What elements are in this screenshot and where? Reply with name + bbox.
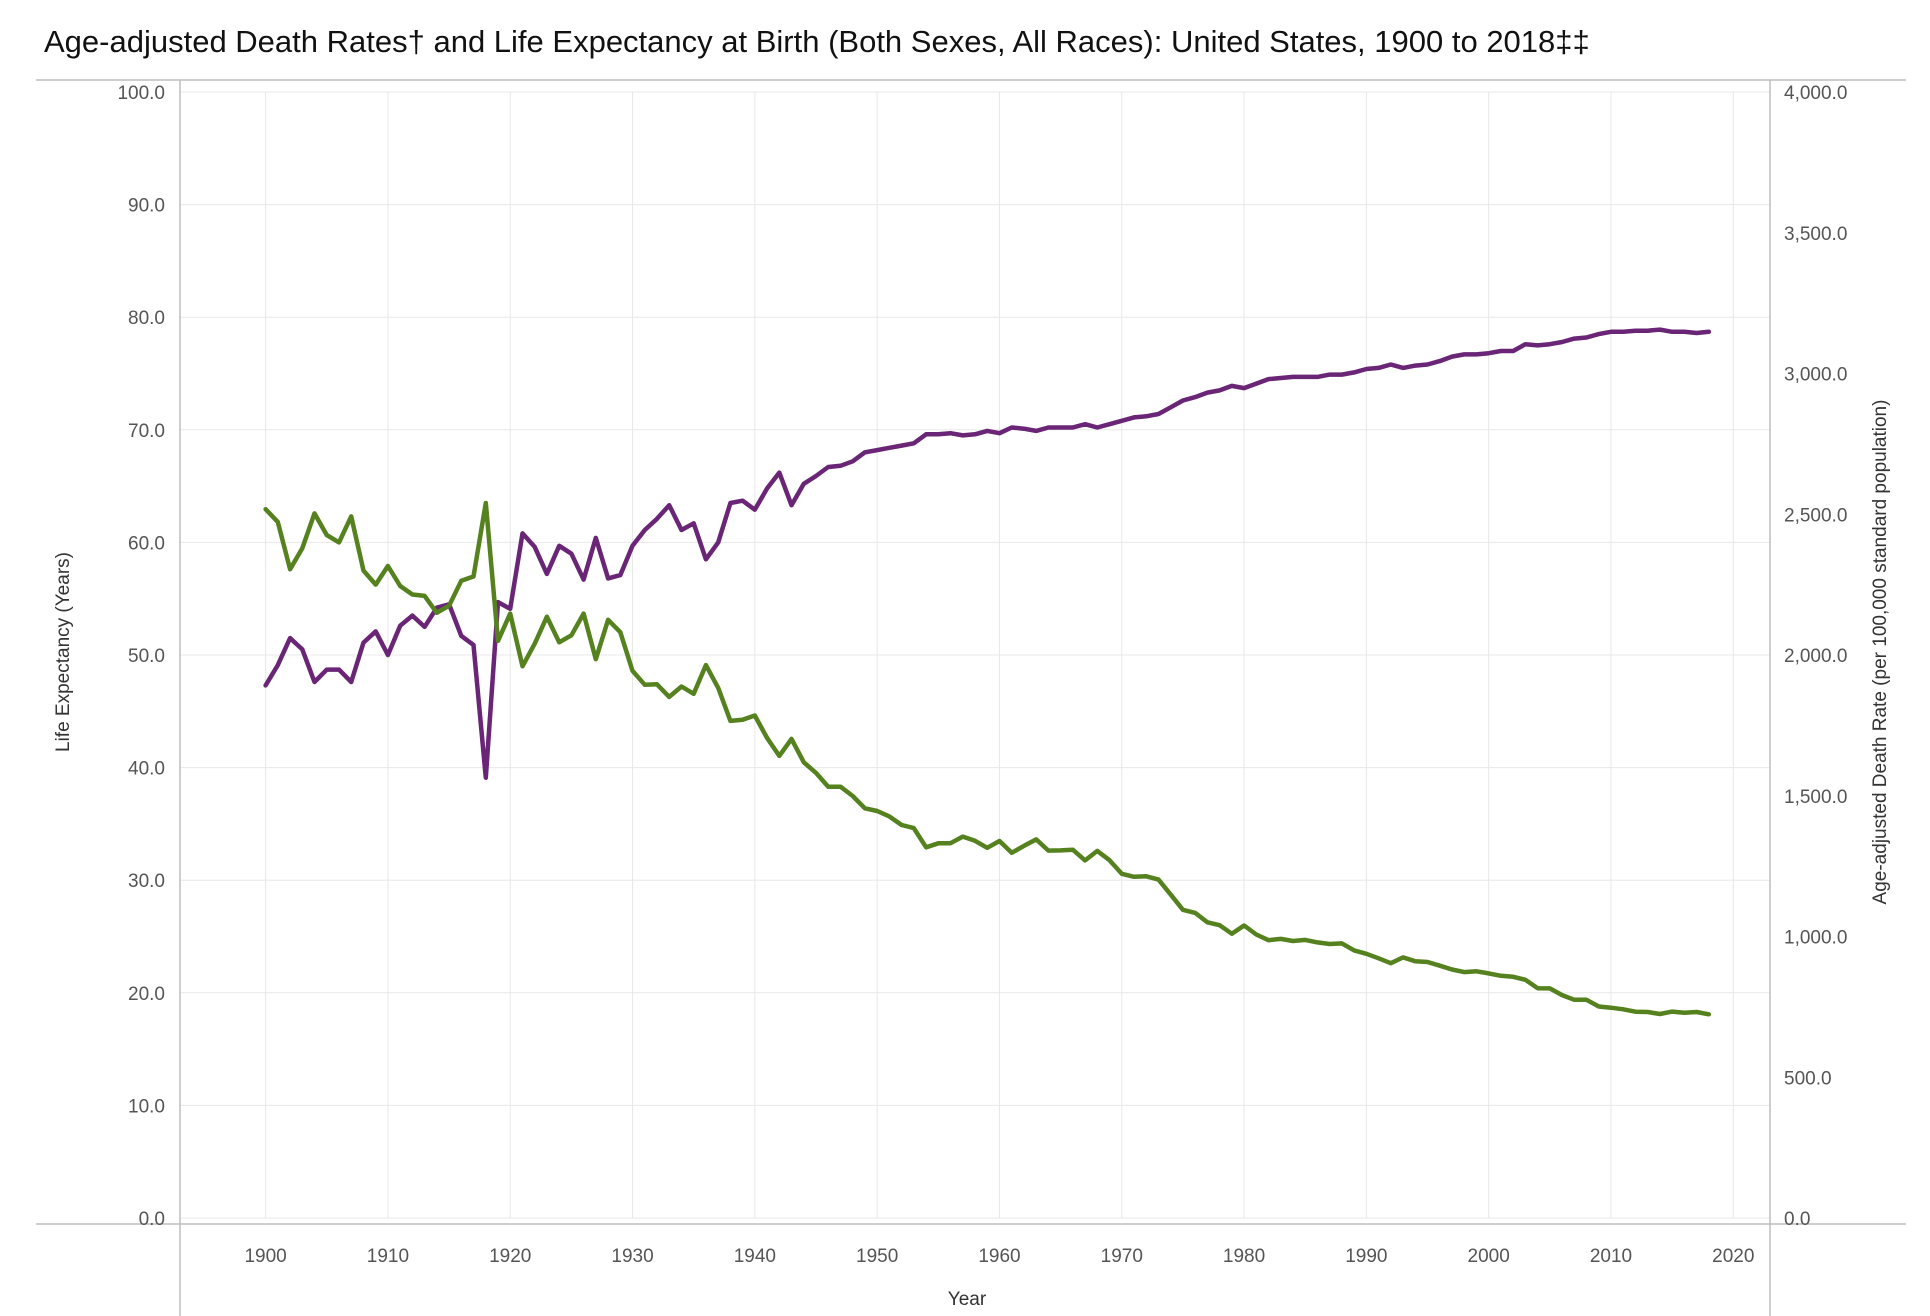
right-tick-label: 500.0 (1784, 1068, 1832, 1089)
x-tick-label: 2010 (1590, 1246, 1632, 1267)
x-tick-label: 1970 (1101, 1246, 1143, 1267)
right-tick-label: 2,500.0 (1784, 505, 1847, 526)
x-tick-label: 1900 (244, 1246, 286, 1267)
left-tick-label: 10.0 (128, 1096, 165, 1117)
chart-title: Age-adjusted Death Rates† and Life Expec… (44, 24, 1590, 59)
life-expectancy-line (263, 327, 1712, 780)
right-tick-label: 1,500.0 (1784, 787, 1847, 808)
right-tick-label: 1,000.0 (1784, 928, 1847, 949)
x-tick-label: 1940 (734, 1246, 776, 1267)
x-tick-label: 1960 (978, 1246, 1020, 1267)
x-tick-label: 1930 (611, 1246, 653, 1267)
x-axis-ticks: 1900 1910 1920 1930 1940 1950 1960 1970 1980 1990… (244, 1246, 1754, 1267)
gridlines (180, 91, 1770, 1219)
left-tick-label: 40.0 (128, 759, 165, 780)
death-rate-line (263, 500, 1712, 1017)
left-tick-label: 80.0 (128, 308, 165, 329)
left-tick-label: 70.0 (128, 421, 165, 442)
left-tick-label: 60.0 (128, 533, 165, 554)
left-tick-label: 0.0 (139, 1209, 165, 1230)
x-tick-label: 1920 (489, 1246, 531, 1267)
left-tick-label: 50.0 (128, 646, 165, 667)
right-tick-label: 3,000.0 (1784, 365, 1847, 386)
x-tick-label: 2000 (1468, 1246, 1510, 1267)
x-tick-label: 1950 (856, 1246, 898, 1267)
x-tick-label: 1990 (1345, 1246, 1387, 1267)
left-axis-ticks: 0.0 10.0 20.0 30.0 40.0 50.0 60.0 70.0 80.0 90.0 1… (117, 83, 165, 1230)
series-lines (263, 327, 1712, 1017)
x-tick-label: 1910 (367, 1246, 409, 1267)
x-axis-title: Year (948, 1289, 987, 1310)
left-tick-label: 90.0 (128, 196, 165, 217)
right-tick-label: 2,000.0 (1784, 646, 1847, 667)
x-tick-label: 1980 (1223, 1246, 1265, 1267)
right-tick-label: 0.0 (1784, 1209, 1810, 1230)
right-tick-label: 4,000.0 (1784, 83, 1847, 104)
left-tick-label: 30.0 (128, 871, 165, 892)
x-tick-label: 2020 (1712, 1246, 1754, 1267)
left-tick-label: 100.0 (117, 83, 165, 104)
right-tick-label: 3,500.0 (1784, 224, 1847, 245)
axis-frame (36, 79, 1906, 1316)
left-axis-title: Life Expectancy (Years) (53, 552, 74, 752)
right-axis-ticks: 0.0 500.0 1,000.0 1,500.0 2,000.0 2,500.0 3,00… (1784, 83, 1847, 1230)
left-tick-label: 20.0 (128, 984, 165, 1005)
right-axis-title: Age-adjusted Death Rate (per 100,000 sta… (1870, 400, 1891, 905)
